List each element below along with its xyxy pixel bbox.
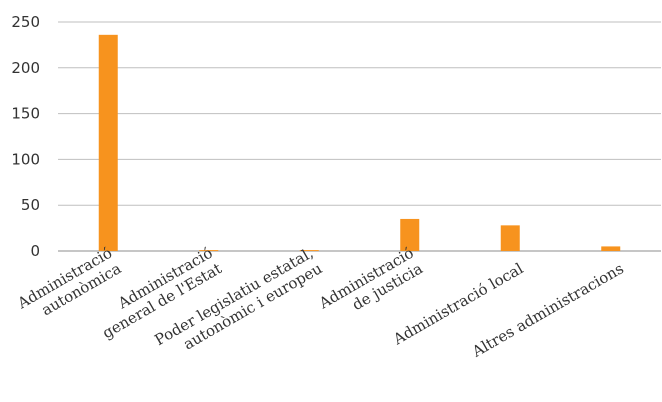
bar: [199, 250, 219, 251]
y-tick-label: 200: [11, 59, 40, 77]
y-tick-label: 0: [30, 242, 40, 260]
y-tick-label: 150: [11, 105, 40, 123]
bar: [98, 34, 118, 251]
bar: [601, 246, 621, 251]
y-axis-ticks: 0 50 100 150 200 250: [11, 13, 40, 260]
gridlines: [58, 21, 661, 252]
bar: [500, 225, 520, 251]
bars: [98, 34, 621, 251]
y-tick-label: 250: [11, 13, 40, 31]
x-axis-labels: AdministracióautonòmicaAdministraciógene…: [14, 244, 627, 361]
bar: [299, 250, 319, 251]
y-tick-label: 100: [11, 150, 40, 168]
y-tick-label: 50: [21, 196, 40, 214]
bar: [400, 218, 420, 251]
